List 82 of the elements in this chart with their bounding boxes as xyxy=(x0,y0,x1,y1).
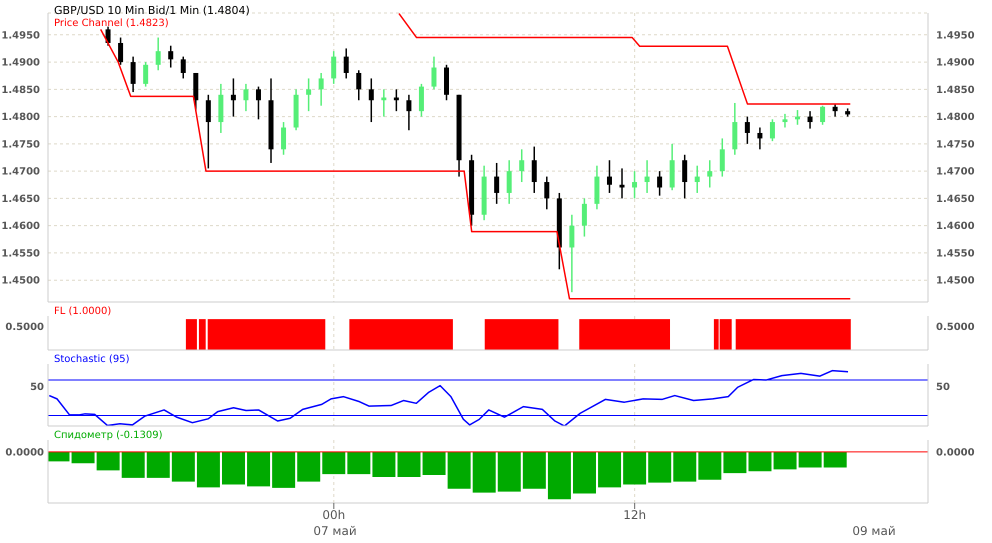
y2-tick-label: 1.4500 xyxy=(936,276,975,287)
candlestick xyxy=(744,116,750,145)
candlestick xyxy=(632,170,638,200)
text: 09 май xyxy=(852,524,896,538)
candlestick xyxy=(682,154,688,200)
chart-title: GBP/USD 10 Min Bid/1 Min (1.4804) xyxy=(54,4,250,17)
y-tick-label: 1.4650 xyxy=(1,194,40,205)
candlestick xyxy=(620,168,625,200)
y2-tick-label: 1.4600 xyxy=(936,221,975,232)
x-tick-label: 12h xyxy=(623,508,646,522)
candlestick xyxy=(519,148,524,183)
candlestick xyxy=(494,162,500,205)
text: Stochastic (95) xyxy=(54,354,130,365)
candlestick xyxy=(344,48,349,80)
ref-line-label: 0.0000 xyxy=(5,447,44,458)
candlestick xyxy=(256,86,261,120)
candlestick xyxy=(331,50,336,85)
candlestick xyxy=(782,113,788,128)
y-tick-label: 1.4500 xyxy=(1,276,40,287)
candlestick xyxy=(356,70,362,101)
candlestick xyxy=(230,78,236,118)
series-label: Спидометр (-0.1309) xyxy=(54,430,163,441)
candlestick xyxy=(820,104,826,126)
candlestick xyxy=(606,159,612,194)
candlestick xyxy=(832,104,838,118)
y2-tick-label: 1.4850 xyxy=(936,84,975,96)
candlestick xyxy=(506,159,512,205)
candlestick xyxy=(544,176,550,210)
y-tick-label: 1.4800 xyxy=(1,112,40,124)
candlestick xyxy=(644,159,650,194)
candlestick xyxy=(657,170,662,196)
y-tick-label: 1.4950 xyxy=(1,30,40,42)
candlestick xyxy=(394,88,399,112)
y2-tick-label: 1.4700 xyxy=(936,166,975,178)
candlestick xyxy=(243,83,248,112)
y2-tick-label: 1.4950 xyxy=(936,30,975,42)
candlestick xyxy=(569,214,574,293)
candlestick xyxy=(143,61,148,88)
candlestick xyxy=(694,164,700,194)
candlestick xyxy=(130,56,136,93)
candlestick xyxy=(318,72,324,106)
candlestick xyxy=(770,118,775,142)
y-tick-label: 1.4850 xyxy=(1,84,40,96)
text: Price Channel (1.4823) xyxy=(54,18,169,29)
candlestick xyxy=(757,126,762,150)
text: FL (1.0000) xyxy=(54,306,112,317)
y-tick-label: 1.4550 xyxy=(1,248,40,260)
y2-tick-label: 1.4550 xyxy=(936,248,975,260)
line-series xyxy=(100,28,852,300)
text: 0.5000 xyxy=(936,322,975,333)
candlestick xyxy=(381,88,386,118)
candlestick xyxy=(532,146,537,194)
text: 50 xyxy=(936,382,950,393)
candlestick xyxy=(368,78,374,123)
candlestick xyxy=(707,159,712,188)
text: 07 май xyxy=(313,524,357,538)
text: 0.5000 xyxy=(5,322,44,333)
candlestick xyxy=(808,110,813,130)
candlestick xyxy=(720,138,725,178)
candlestick xyxy=(156,36,161,72)
candlestick xyxy=(168,44,174,68)
y-tick-label: 1.4900 xyxy=(1,58,40,69)
y2-tick-label: 1.4650 xyxy=(936,194,975,205)
text: 0.0000 xyxy=(936,447,975,458)
candlestick xyxy=(582,198,587,238)
candlestick xyxy=(306,78,312,112)
candlestick xyxy=(118,36,124,66)
y-tick-label: 1.4600 xyxy=(1,221,40,232)
candlestick xyxy=(281,121,286,156)
candlestick xyxy=(431,56,436,90)
candlestick xyxy=(795,109,800,126)
y2-tick-label: 1.4750 xyxy=(936,139,975,150)
x-tick-label: 00h xyxy=(322,508,346,522)
y2-tick-label: 1.4900 xyxy=(936,58,975,69)
candlestick xyxy=(180,56,186,80)
line-series xyxy=(398,13,852,105)
candlestick xyxy=(406,94,412,131)
text: 50 xyxy=(30,382,44,393)
y-tick-label: 1.4750 xyxy=(1,139,40,150)
candlestick xyxy=(206,94,211,170)
y-tick-label: 1.4700 xyxy=(1,166,40,178)
y2-tick-label: 1.4800 xyxy=(936,112,975,124)
